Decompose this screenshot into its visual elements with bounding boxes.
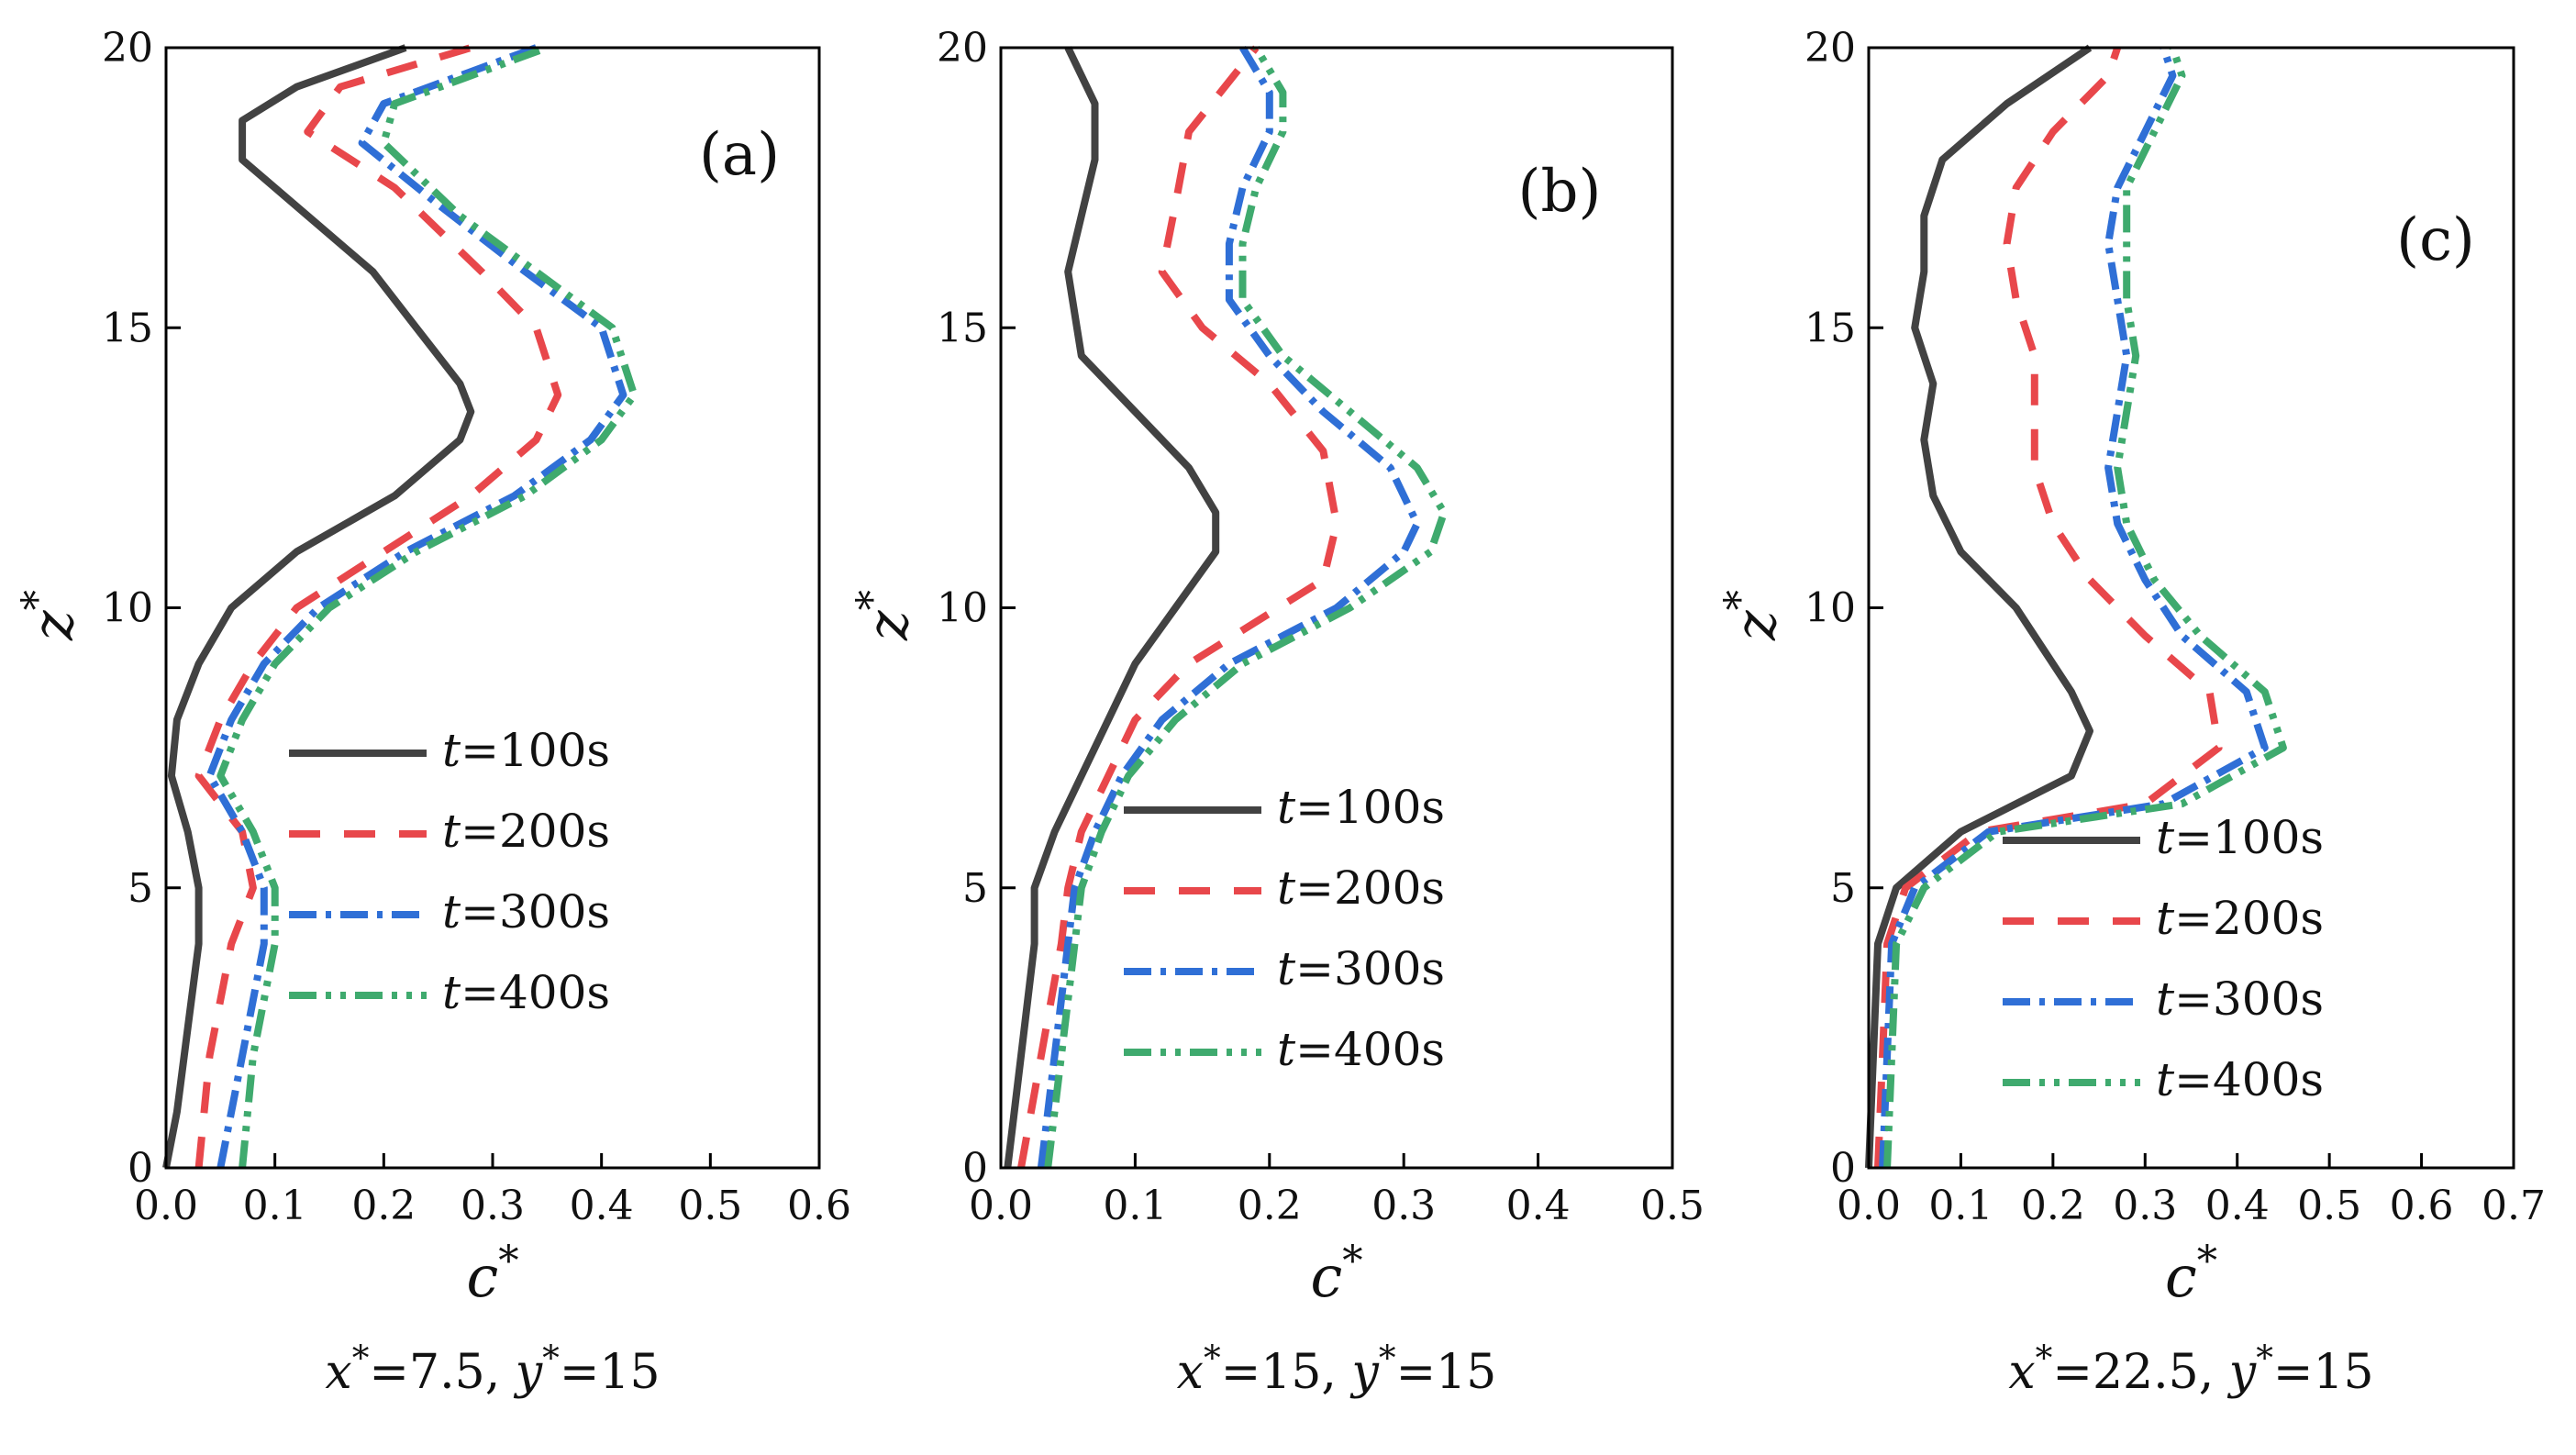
series-line-t-400s [1883, 46, 2287, 1169]
legend-label: t=100s [1277, 781, 1445, 834]
y-tick-label: 0 [1830, 1145, 1856, 1192]
y-tick-label: 5 [128, 865, 153, 912]
x-tick-label: 0.2 [1238, 1183, 1302, 1229]
panel-label: (a) [699, 121, 780, 189]
series-line-t-100s [162, 44, 475, 1169]
series-line-t-300s [1037, 45, 1421, 1169]
y-tick-label: 20 [1804, 25, 1856, 72]
panel-caption: x*=7.5, y*=15 [325, 1338, 660, 1400]
y-tick-label: 0 [128, 1145, 153, 1192]
y-axis-label: z* [13, 590, 86, 641]
x-axis-label: c* [2165, 1237, 2217, 1310]
x-tick-label: 0.1 [1103, 1183, 1167, 1229]
series-line-t-400s [217, 44, 638, 1169]
legend-label: t=100s [442, 724, 610, 777]
chart-panel-1: 0.0 0.1 0.2 0.3 0.4 0.5 0.6 0 5 10 15 20 z* c* x*=7.5,… [13, 25, 851, 1400]
series-line-t-100s [1004, 46, 1220, 1169]
x-tick-label: 0.3 [2113, 1183, 2177, 1229]
y-tick-label: 5 [962, 865, 988, 912]
x-tick-label: 0.4 [1506, 1183, 1571, 1229]
x-tick-label: 0.1 [1928, 1183, 1993, 1229]
legend: t=100s t=200s t=300s t=400s [289, 724, 610, 1019]
x-axis-label: c* [466, 1237, 518, 1310]
x-tick-label: 0.5 [1640, 1183, 1704, 1229]
x-tick-label: 0.3 [461, 1183, 525, 1229]
y-tick-label: 20 [937, 25, 988, 72]
series-line-t-300s [1879, 46, 2269, 1169]
x-tick-label: 0.4 [2205, 1183, 2270, 1229]
legend-label: t=300s [2156, 972, 2324, 1026]
x-tick-label: 0.4 [570, 1183, 634, 1229]
legend-label: t=400s [2156, 1053, 2324, 1106]
y-tick-label: 15 [937, 305, 988, 351]
x-tick-label: 0.0 [134, 1183, 198, 1229]
x-tick-label: 0.5 [678, 1183, 742, 1229]
legend-label: t=200s [1277, 861, 1445, 915]
legend: t=100s t=200s t=300s t=400s [2003, 811, 2324, 1106]
series-line-t-200s [1874, 46, 2223, 1169]
y-tick-label: 10 [102, 585, 153, 632]
legend-label: t=300s [442, 885, 610, 939]
series-line-t-200s [194, 44, 562, 1169]
x-tick-label: 0.0 [969, 1183, 1033, 1229]
x-axis-label: c* [1310, 1237, 1362, 1310]
panel-label: (b) [1518, 158, 1602, 226]
x-tick-label: 0.1 [243, 1183, 307, 1229]
y-tick-label: 10 [1804, 585, 1856, 632]
y-tick-label: 0 [962, 1145, 988, 1192]
legend-label: t=400s [1277, 1023, 1445, 1076]
legend-label: t=400s [442, 966, 610, 1019]
x-tick-label: 0.6 [787, 1183, 851, 1229]
x-tick-label: 0.2 [351, 1183, 416, 1229]
x-tick-label: 0.0 [1837, 1183, 1901, 1229]
series-line-t-400s [1044, 45, 1449, 1169]
x-tick-label: 0.2 [2021, 1183, 2085, 1229]
y-axis-label: z* [1715, 590, 1789, 641]
legend: t=100s t=200s t=300s t=400s [1124, 781, 1445, 1076]
y-tick-label: 20 [102, 25, 153, 72]
x-tick-label: 0.3 [1371, 1183, 1436, 1229]
legend-label: t=100s [2156, 811, 2324, 864]
y-tick-label: 5 [1830, 865, 1856, 912]
y-tick-label: 15 [1804, 305, 1856, 351]
chart-panel-2: 0.0 0.1 0.2 0.3 0.4 0.5 0 5 10 15 20 z* c* x*=15, y*=… [848, 25, 1704, 1400]
series-line-t-300s [205, 44, 627, 1169]
y-tick-label: 10 [937, 585, 988, 632]
series-line-t-100s [1865, 44, 2093, 1169]
legend-label: t=300s [1277, 942, 1445, 995]
chart-panel-3: 0.0 0.1 0.2 0.3 0.4 0.5 0.6 0.7 0 5 10 15 20 z* c* x*=2… [1715, 25, 2546, 1400]
legend-label: t=200s [442, 805, 610, 858]
x-tick-label: 0.5 [2297, 1183, 2361, 1229]
x-tick-label: 0.6 [2390, 1183, 2454, 1229]
panel-caption: x*=22.5, y*=15 [2008, 1338, 2373, 1400]
panel-caption: x*=15, y*=15 [1177, 1338, 1497, 1400]
y-axis-label: z* [848, 590, 921, 641]
panel-label: (c) [2396, 206, 2475, 274]
x-tick-label: 0.7 [2482, 1183, 2546, 1229]
legend-label: t=200s [2156, 892, 2324, 945]
y-tick-label: 15 [102, 305, 153, 351]
